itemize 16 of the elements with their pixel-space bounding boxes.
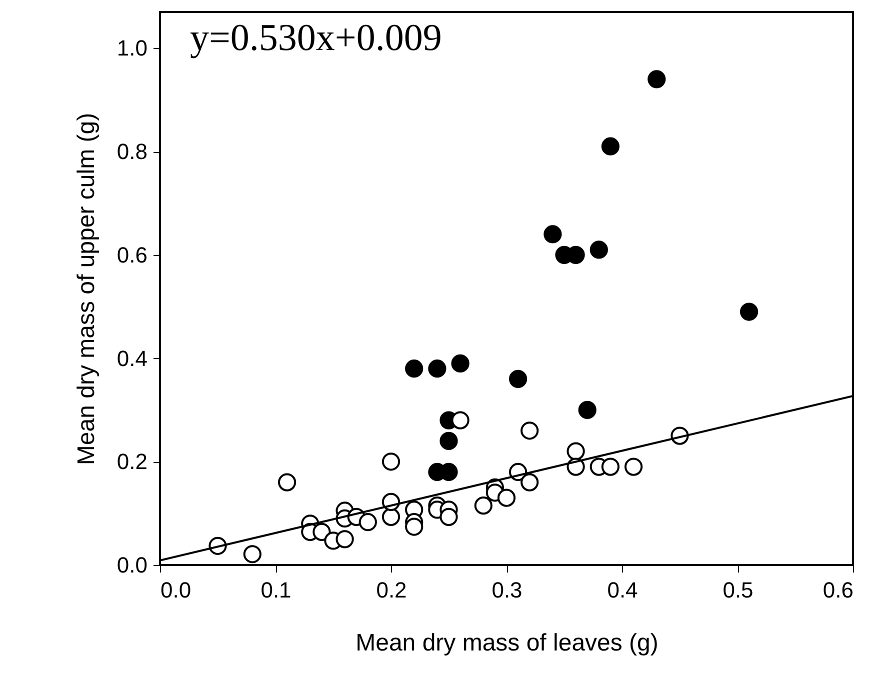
x-tick-label: 0.0	[160, 578, 192, 602]
y-tick-label: 0.0	[116, 552, 148, 578]
x-tick-label: 0.1	[260, 578, 292, 602]
x-tick-label: 0.6	[822, 578, 854, 602]
x-tick-label: 0.2	[376, 578, 407, 602]
x-tick-label: 0.5	[722, 578, 754, 602]
y-tick-label: 0.8	[116, 139, 148, 164]
annotation: y=0.530x+0.009	[190, 17, 442, 59]
y-tick-label: 1.0	[116, 36, 148, 61]
x-axis-title: Mean dry mass of leaves (g)	[356, 630, 658, 656]
y-tick-label: 0.6	[116, 242, 148, 268]
y-tick-label: 0.2	[116, 449, 148, 474]
y-tick-label: 0.4	[116, 346, 148, 371]
y-axis-title: Mean dry mass of upper culm (g)	[72, 112, 100, 466]
x-tick-label: 0.3	[492, 578, 522, 602]
x-tick-label: 0.4	[607, 578, 638, 602]
